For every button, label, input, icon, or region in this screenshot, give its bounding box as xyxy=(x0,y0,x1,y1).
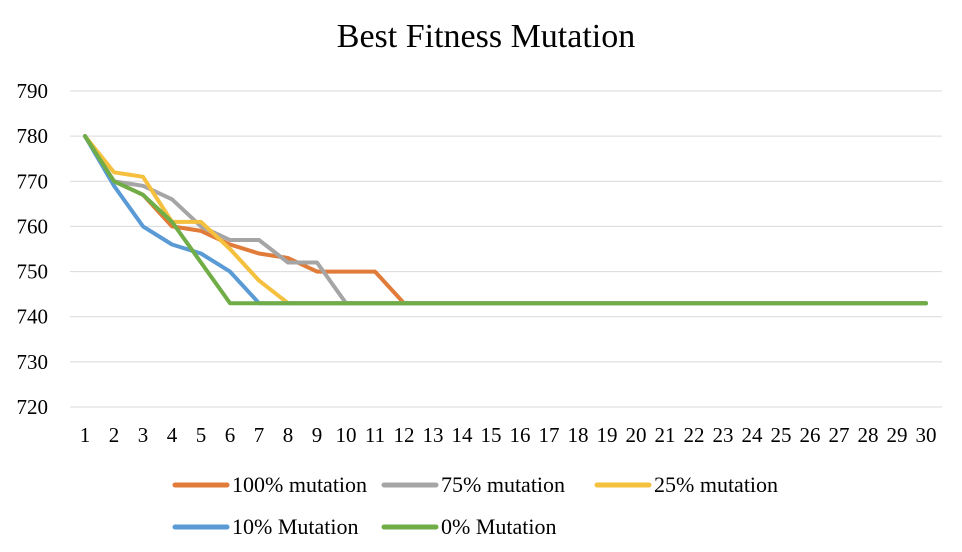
y-tick-label: 790 xyxy=(17,79,49,103)
x-tick-label: 27 xyxy=(829,423,850,447)
x-axis-ticks: 1 2 3 4 5 6 7 8 9 10 11 12 13 14 15 16 17 18 19 20 21 22 23 24 2… xyxy=(80,423,937,447)
x-tick-label: 23 xyxy=(713,423,734,447)
legend-label: 75% mutation xyxy=(441,472,565,497)
x-tick-label: 12 xyxy=(394,423,415,447)
x-tick-label: 17 xyxy=(539,423,560,447)
series-lines xyxy=(83,134,928,306)
y-tick-label: 750 xyxy=(17,260,49,284)
x-tick-label: 6 xyxy=(225,423,236,447)
legend-label: 0% Mutation xyxy=(441,514,557,539)
legend-label: 100% mutation xyxy=(232,472,367,497)
gridlines xyxy=(70,90,942,408)
y-tick-label: 740 xyxy=(17,305,49,329)
x-tick-label: 25 xyxy=(771,423,792,447)
y-tick-label: 720 xyxy=(17,395,49,419)
legend-item: 25% mutation xyxy=(594,472,778,497)
x-tick-label: 3 xyxy=(138,423,149,447)
x-tick-label: 5 xyxy=(196,423,207,447)
legend-item: 10% Mutation xyxy=(172,514,359,539)
x-tick-label: 4 xyxy=(167,423,178,447)
x-tick-label: 8 xyxy=(283,423,294,447)
legend: 100% mutation 75% mutation 25% mutation 10%… xyxy=(172,472,778,539)
legend-label: 10% Mutation xyxy=(232,514,359,539)
x-tick-label: 29 xyxy=(887,423,908,447)
legend-item: 0% Mutation xyxy=(381,514,557,539)
x-tick-label: 14 xyxy=(452,423,474,447)
x-tick-label: 22 xyxy=(684,423,705,447)
x-tick-label: 24 xyxy=(742,423,764,447)
chart-title: Best Fitness Mutation xyxy=(337,18,635,55)
y-tick-label: 730 xyxy=(17,350,49,374)
x-tick-label: 2 xyxy=(109,423,120,447)
x-tick-label: 13 xyxy=(423,423,444,447)
x-tick-label: 7 xyxy=(254,423,265,447)
y-tick-label: 770 xyxy=(17,169,49,193)
x-tick-label: 21 xyxy=(655,423,676,447)
series-line-4 xyxy=(83,134,928,306)
x-tick-label: 11 xyxy=(365,423,385,447)
x-tick-label: 10 xyxy=(336,423,357,447)
x-tick-label: 30 xyxy=(916,423,937,447)
x-tick-label: 18 xyxy=(568,423,589,447)
x-tick-label: 16 xyxy=(510,423,531,447)
x-tick-label: 28 xyxy=(858,423,879,447)
y-axis-ticks: 720 730 740 750 760 770 780 790 xyxy=(17,79,49,419)
x-tick-label: 20 xyxy=(626,423,647,447)
x-tick-label: 1 xyxy=(80,423,91,447)
y-tick-label: 760 xyxy=(17,214,49,238)
y-tick-label: 780 xyxy=(17,124,49,148)
legend-label: 25% mutation xyxy=(654,472,778,497)
legend-item: 100% mutation xyxy=(172,472,367,497)
x-tick-label: 26 xyxy=(800,423,821,447)
x-tick-label: 9 xyxy=(312,423,323,447)
legend-item: 75% mutation xyxy=(381,472,565,497)
x-tick-label: 19 xyxy=(597,423,618,447)
x-tick-label: 15 xyxy=(481,423,502,447)
